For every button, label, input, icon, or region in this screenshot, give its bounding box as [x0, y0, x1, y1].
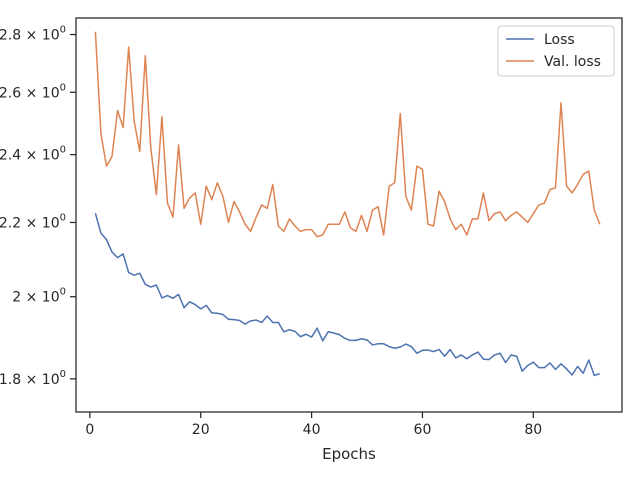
y-tick-label: 2.6 × 100: [0, 82, 66, 101]
legend-label: Val. loss: [544, 54, 601, 70]
x-tick-label: 40: [303, 422, 321, 438]
y-tick-label: 2 × 100: [12, 287, 66, 306]
x-tick-label: 60: [414, 422, 432, 438]
y-tick-label: 2.8 × 100: [0, 25, 66, 44]
x-tick-label: 0: [85, 422, 94, 438]
x-axis-label: Epochs: [322, 445, 376, 463]
x-axis: 0 20 40 60 80: [85, 412, 542, 438]
plot-area: [94, 31, 601, 377]
legend-label: Loss: [544, 32, 575, 48]
y-tick-label: 1.8 × 100: [0, 369, 66, 388]
legend: Loss Val. loss: [497, 25, 615, 77]
series-line-val-loss: [94, 31, 601, 238]
x-tick-label: 80: [524, 422, 542, 438]
x-tick-label: 20: [192, 422, 210, 438]
y-axis: 1.8 × 100 2 × 100 2.2 × 100 2.4 × 100 2.6 × …: [0, 25, 76, 388]
y-tick-label: 2.2 × 100: [0, 212, 66, 231]
series-line-loss: [94, 213, 601, 377]
y-tick-label: 2.4 × 100: [0, 145, 66, 164]
plot-frame: [75, 17, 623, 413]
